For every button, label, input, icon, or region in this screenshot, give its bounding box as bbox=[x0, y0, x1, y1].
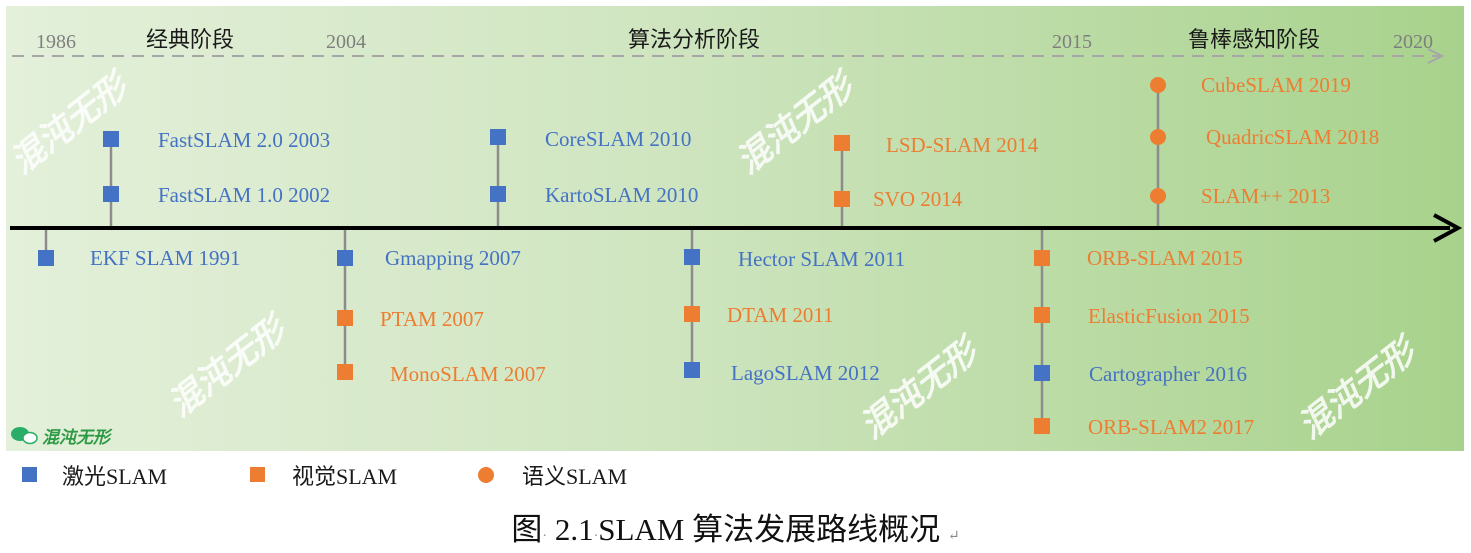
year-label: 2020 bbox=[1393, 31, 1433, 53]
visual-marker bbox=[1034, 250, 1050, 266]
laser-marker bbox=[490, 129, 506, 145]
timeline-diagram: 混沌无形 混沌无形 混沌无形 混沌无形 混沌无形 1986 2004 2015 … bbox=[3, 27, 1463, 489]
watermark: 混沌无形 bbox=[1291, 329, 1427, 447]
time-axis-arrow-head bbox=[1433, 213, 1463, 243]
legend-label: 语义SLAM bbox=[522, 464, 627, 489]
return-mark: ↵ bbox=[947, 529, 960, 544]
watermark: 混沌无形 bbox=[161, 307, 297, 425]
event-label: PTAM 2007 bbox=[380, 307, 484, 331]
wechat-account-name: 混沌无形 bbox=[42, 428, 113, 448]
event-label: ORB-SLAM 2015 bbox=[1087, 246, 1243, 270]
visual-marker bbox=[337, 310, 353, 326]
laser-marker bbox=[38, 250, 54, 266]
semantic-marker bbox=[1150, 129, 1166, 145]
event-label: DTAM 2011 bbox=[727, 303, 834, 327]
event-label: LagoSLAM 2012 bbox=[731, 361, 880, 385]
laser-marker bbox=[684, 249, 700, 265]
legend-label: 视觉SLAM bbox=[292, 464, 397, 489]
year-label: 1986 bbox=[36, 31, 76, 53]
legend-laser-marker bbox=[22, 467, 37, 482]
figure-caption: 图· 2.1·SLAM 算法发展路线概况 ↵ bbox=[0, 504, 1471, 549]
event-label: Hector SLAM 2011 bbox=[738, 247, 905, 271]
caption-dot: · bbox=[542, 529, 548, 544]
laser-marker bbox=[103, 186, 119, 202]
event-label: KartoSLAM 2010 bbox=[545, 183, 698, 207]
event-label: SLAM++ 2013 bbox=[1201, 184, 1330, 208]
event-label: FastSLAM 1.0 2002 bbox=[158, 183, 330, 207]
watermark: 混沌无形 bbox=[729, 64, 865, 182]
event-label: FastSLAM 2.0 2003 bbox=[158, 128, 330, 152]
caption-title: SLAM 算法发展路线概况 bbox=[598, 512, 941, 547]
laser-marker bbox=[490, 186, 506, 202]
visual-marker bbox=[1034, 418, 1050, 434]
legend-label: 激光SLAM bbox=[62, 464, 167, 489]
event-label: MonoSLAM 2007 bbox=[390, 362, 546, 386]
stage-label: 鲁棒感知阶段 bbox=[1188, 27, 1320, 52]
laser-marker bbox=[103, 131, 119, 147]
event-label: Cartographer 2016 bbox=[1089, 362, 1247, 386]
visual-marker bbox=[337, 364, 353, 380]
stage-label: 经典阶段 bbox=[146, 27, 234, 52]
visual-marker bbox=[684, 306, 700, 322]
era-arrow-head bbox=[1427, 48, 1445, 64]
semantic-marker bbox=[1150, 77, 1166, 93]
laser-marker bbox=[684, 362, 700, 378]
legend: 激光SLAM 视觉SLAM 语义SLAM bbox=[22, 464, 627, 489]
event-label: QuadricSLAM 2018 bbox=[1206, 125, 1379, 149]
semantic-marker bbox=[1150, 188, 1166, 204]
visual-marker bbox=[834, 135, 850, 151]
visual-marker bbox=[1034, 307, 1050, 323]
event-label: ORB-SLAM2 2017 bbox=[1088, 415, 1254, 439]
year-label: 2015 bbox=[1052, 31, 1092, 53]
event-label: CoreSLAM 2010 bbox=[545, 127, 691, 151]
watermark: 混沌无形 bbox=[3, 64, 139, 182]
wechat-logo: 混沌无形 bbox=[11, 427, 113, 448]
event-label: Gmapping 2007 bbox=[385, 246, 521, 270]
caption-number: 2.1 bbox=[554, 512, 594, 547]
event-label: SVO 2014 bbox=[873, 187, 963, 211]
caption-dot: · bbox=[593, 529, 599, 544]
event-label: EKF SLAM 1991 bbox=[90, 246, 241, 270]
wechat-icon-secondary bbox=[22, 431, 38, 445]
event-label: LSD-SLAM 2014 bbox=[886, 133, 1039, 157]
caption-prefix: 图 bbox=[511, 512, 543, 547]
visual-marker bbox=[834, 191, 850, 207]
stage-label: 算法分析阶段 bbox=[628, 27, 760, 52]
event-label: CubeSLAM 2019 bbox=[1201, 73, 1351, 97]
year-label: 2004 bbox=[326, 31, 366, 53]
legend-semantic-marker bbox=[478, 467, 494, 483]
laser-marker bbox=[337, 250, 353, 266]
event-label: ElasticFusion 2015 bbox=[1088, 304, 1250, 328]
watermark: 混沌无形 bbox=[853, 329, 989, 447]
laser-marker bbox=[1034, 365, 1050, 381]
legend-visual-marker bbox=[250, 467, 265, 482]
